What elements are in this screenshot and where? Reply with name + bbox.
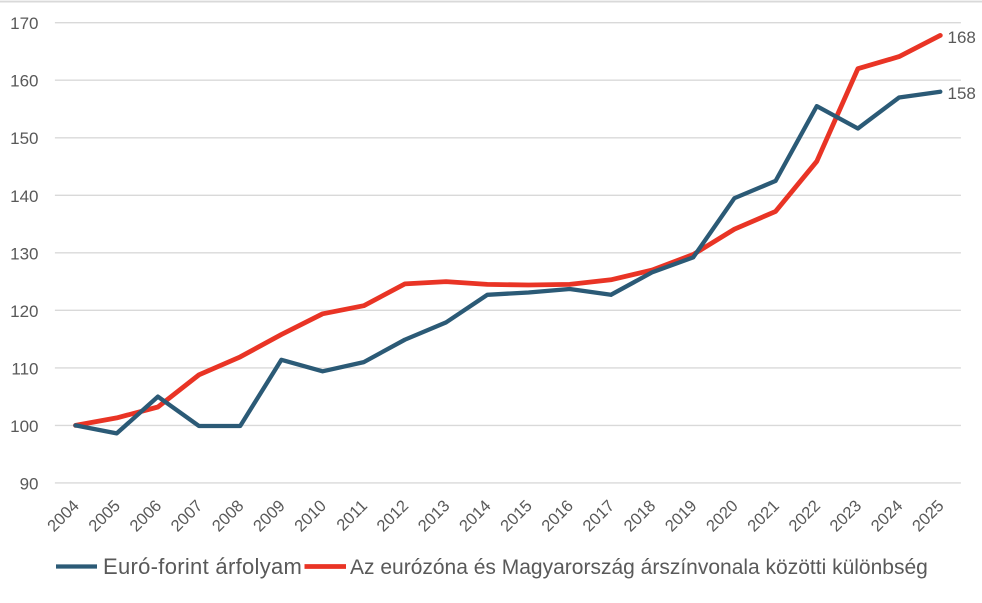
svg-text:100: 100 bbox=[10, 417, 38, 436]
svg-text:90: 90 bbox=[20, 474, 39, 493]
svg-text:170: 170 bbox=[10, 14, 38, 33]
svg-text:120: 120 bbox=[10, 302, 38, 321]
svg-text:140: 140 bbox=[10, 187, 38, 206]
svg-text:160: 160 bbox=[10, 72, 38, 91]
svg-text:110: 110 bbox=[11, 359, 38, 378]
svg-text:168: 168 bbox=[948, 28, 976, 47]
svg-text:130: 130 bbox=[10, 244, 38, 263]
svg-text:Euró-forint árfolyam: Euró-forint árfolyam bbox=[103, 554, 302, 579]
svg-text:158: 158 bbox=[948, 84, 976, 103]
svg-text:150: 150 bbox=[10, 129, 38, 148]
svg-text:Az eurózóna és Magyarország ár: Az eurózóna és Magyarország árszínvonala… bbox=[350, 556, 928, 579]
